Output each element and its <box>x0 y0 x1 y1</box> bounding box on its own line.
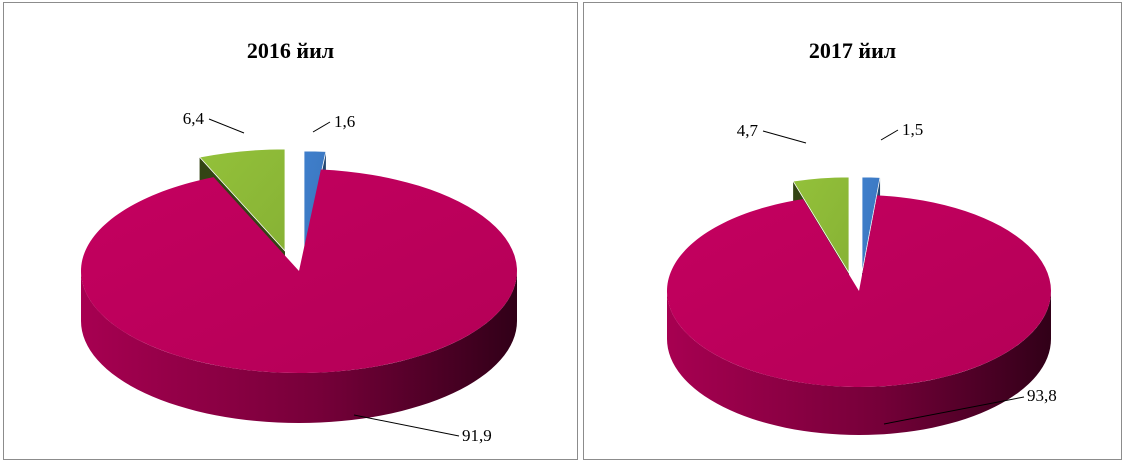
data-label: 93,8 <box>1027 386 1057 405</box>
chart-title: 2016 йил <box>246 38 335 63</box>
slice-magenta <box>667 195 1051 387</box>
data-label: 1,5 <box>902 120 923 139</box>
data-label: 91,9 <box>462 426 492 445</box>
data-label: 4,7 <box>737 121 759 140</box>
data-label: 6,4 <box>183 109 205 128</box>
data-labels: 1,5 93,8 4,7 <box>737 120 1057 425</box>
leader-line <box>312 121 331 133</box>
slice-magenta-side <box>81 271 517 423</box>
slice-blue <box>861 176 881 274</box>
leader-line <box>880 129 899 141</box>
leader-line <box>353 414 460 437</box>
data-labels: 1,6 91,9 6,4 <box>183 109 492 445</box>
pie-chart-2017: 1,5 93,8 4,7 <box>667 120 1057 435</box>
slice-magenta <box>81 169 518 374</box>
leader-line <box>208 118 245 134</box>
leader-line <box>883 396 1025 425</box>
pie-chart-2016: 1,6 91,9 6,4 <box>81 109 518 445</box>
pie-top-group <box>81 148 518 374</box>
leader-line <box>762 130 807 144</box>
pie-top-group <box>667 176 1051 387</box>
chart-title: 2017 йил <box>808 38 897 63</box>
slice-green <box>198 148 286 253</box>
data-label: 1,6 <box>334 112 355 131</box>
chart-panel-2017: 2017 йил 1,5 93,8 4,7 <box>583 2 1122 460</box>
slice-green <box>792 176 850 275</box>
chart-panel-2016: 2016 йил 1,6 91,9 6,4 <box>3 2 578 460</box>
slice-magenta-side <box>667 291 1051 435</box>
